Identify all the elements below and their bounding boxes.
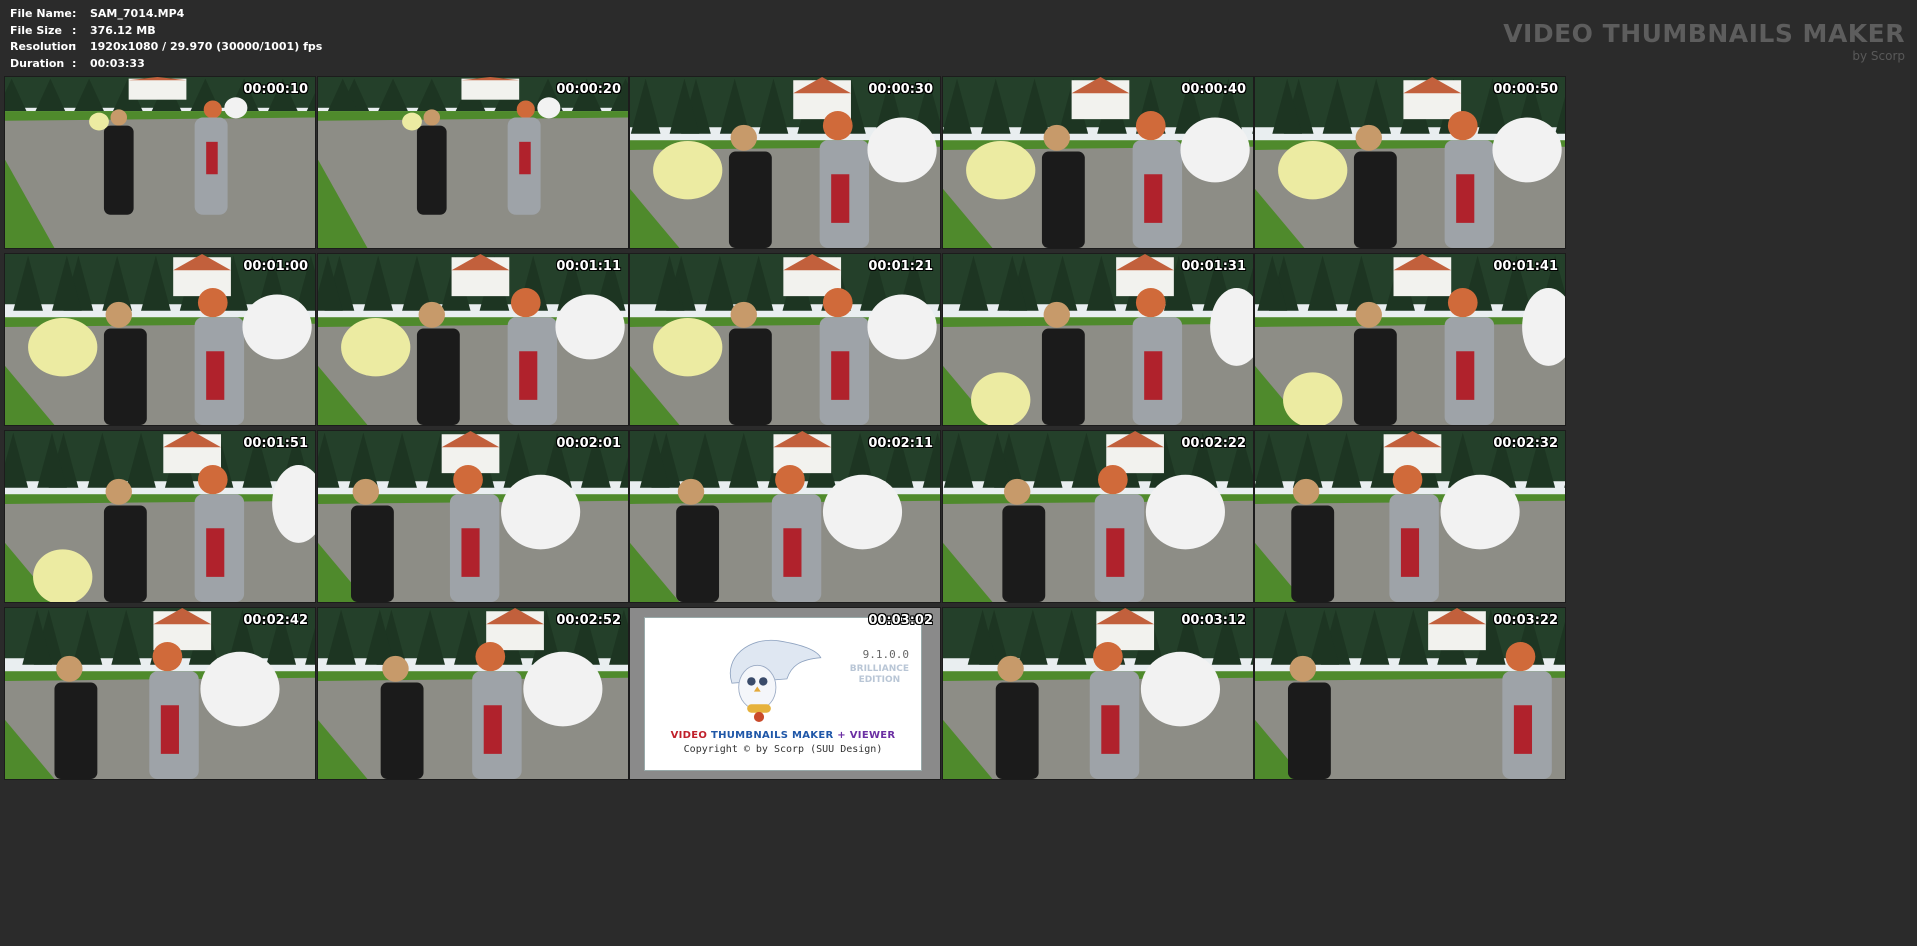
thumbnail-tile[interactable]: 00:02:22 (942, 430, 1254, 603)
thumbnail-image (630, 431, 940, 602)
splash-edition-line2: EDITION (858, 675, 901, 685)
thumbnail-tile[interactable]: 00:00:20 (317, 76, 629, 249)
thumbnail-tile[interactable]: 00:03:22 (1254, 607, 1566, 780)
thumbnail-timestamp: 00:02:11 (868, 436, 933, 451)
splash-title: VIDEO THUMBNAILS MAKER + VIEWER (645, 730, 921, 741)
thumbnail-timestamp: 00:00:10 (243, 82, 308, 97)
info-row-file-name: File Name : SAM_7014.MP4 (10, 6, 322, 23)
thumbnail-timestamp: 00:02:01 (556, 436, 621, 451)
splash-screen: 9.1.0.0 BRILLIANCE EDITION VIDEO THUMBNAILS… (644, 617, 922, 771)
header: File Name : SAM_7014.MP4 File Size : 376… (0, 0, 1917, 76)
splash-title-part2: THUMBNAILS MAKER (710, 730, 834, 741)
owl-logo-icon (729, 639, 822, 723)
thumbnail-timestamp: 00:03:02 (868, 613, 933, 628)
thumbnail-tile[interactable]: 00:02:11 (629, 430, 941, 603)
thumbnail-timestamp: 00:02:32 (1493, 436, 1558, 451)
thumbnail-timestamp: 00:00:50 (1493, 82, 1558, 97)
thumbnail-image (630, 254, 940, 425)
brand-title: VIDEO THUMBNAILS MAKER (1503, 19, 1905, 48)
thumbnail-tile[interactable]: 00:01:51 (4, 430, 316, 603)
info-separator: : (72, 56, 77, 70)
thumbnail-timestamp: 00:01:51 (243, 436, 308, 451)
thumbnail-tile[interactable]: 00:01:11 (317, 253, 629, 426)
thumbnail-timestamp: 00:00:30 (868, 82, 933, 97)
info-value: 00:03:33 (90, 56, 145, 70)
thumbnail-timestamp: 00:00:40 (1181, 82, 1246, 97)
thumbnail-tile[interactable]: 00:03:12 (942, 607, 1254, 780)
thumbnail-tile[interactable]: 00:01:21 (629, 253, 941, 426)
thumbnail-image (630, 77, 940, 248)
thumbnail-image (5, 254, 315, 425)
info-separator: : (72, 40, 77, 53)
thumbnail-timestamp: 00:03:22 (1493, 613, 1558, 628)
thumbnail-image (943, 431, 1253, 602)
thumbnail-image (943, 608, 1253, 779)
thumbnail-image (318, 431, 628, 602)
thumbnail-timestamp: 00:02:42 (243, 613, 308, 628)
thumbnail-image (1255, 431, 1565, 602)
thumbnail-tile[interactable]: 00:02:52 (317, 607, 629, 780)
thumbnail-tile[interactable]: 00:00:50 (1254, 76, 1566, 249)
thumbnail-timestamp: 00:01:41 (1493, 259, 1558, 274)
brand-watermark: VIDEO THUMBNAILS MAKER by Scorp (1503, 19, 1905, 64)
info-value: 1920x1080 / 29.970 (30000/1001) fps (90, 40, 323, 53)
splash-copyright: Copyright © by Scorp (SUU Design) (683, 744, 883, 755)
info-key: File Size (10, 23, 62, 37)
thumbnail-timestamp: 00:01:11 (556, 259, 621, 274)
splash-edition-line1: BRILLIANCE (849, 664, 909, 674)
thumbnail-image (318, 608, 628, 779)
thumbnail-image (943, 254, 1253, 425)
thumbnail-timestamp: 00:01:21 (868, 259, 933, 274)
thumbnail-image (5, 431, 315, 602)
splash-version: 9.1.0.0 (862, 648, 909, 661)
thumbnail-image (318, 77, 628, 248)
thumbnail-tile[interactable]: 00:02:42 (4, 607, 316, 780)
info-row-file-size: File Size : 376.12 MB (10, 23, 322, 40)
info-separator: : (72, 23, 77, 37)
splash-title-part1: VIDEO (670, 730, 708, 741)
thumbnail-tile[interactable]: 9.1.0.0 BRILLIANCE EDITION VIDEO THUMBNAILS… (629, 607, 941, 780)
thumbnail-image (943, 77, 1253, 248)
thumbnail-tile[interactable]: 00:02:01 (317, 430, 629, 603)
thumbnail-image (318, 254, 628, 425)
file-info: File Name : SAM_7014.MP4 File Size : 376… (10, 6, 322, 72)
thumbnail-timestamp: 00:02:22 (1181, 436, 1246, 451)
info-key: File Name (10, 7, 72, 20)
thumbnail-image (1255, 77, 1565, 248)
thumbnail-tile[interactable]: 00:00:30 (629, 76, 941, 249)
thumbnail-tile[interactable]: 00:00:40 (942, 76, 1254, 249)
thumbnail-image (1255, 608, 1565, 779)
thumbnail-image (1255, 254, 1565, 425)
brand-subtitle: by Scorp (1852, 49, 1905, 63)
thumbnail-tile[interactable]: 00:01:41 (1254, 253, 1566, 426)
info-value: 376.12 MB (90, 23, 156, 37)
thumbnail-timestamp: 00:00:20 (556, 82, 621, 97)
thumbnail-timestamp: 00:01:31 (1181, 259, 1246, 274)
splash-title-part3: + VIEWER (837, 730, 896, 741)
splash-edition: BRILLIANCE EDITION (850, 664, 909, 686)
thumbnail-tile[interactable]: 00:01:00 (4, 253, 316, 426)
info-key: Duration (10, 56, 65, 70)
thumbnail-timestamp: 00:03:12 (1181, 613, 1246, 628)
info-row-resolution: Resolution : 1920x1080 / 29.970 (30000/1… (10, 39, 322, 56)
thumbnail-grid: 00:00:10 00:00:20 00:00:30 00:00:40 00:00:50… (4, 76, 1913, 941)
thumbnail-tile[interactable]: 00:01:31 (942, 253, 1254, 426)
thumbnail-tile[interactable]: 00:00:10 (4, 76, 316, 249)
info-separator: : (72, 7, 77, 20)
thumbnail-image (5, 608, 315, 779)
info-value: SAM_7014.MP4 (90, 7, 185, 20)
info-key: Resolution (10, 40, 77, 53)
thumbnail-timestamp: 00:01:00 (243, 259, 308, 274)
thumbnail-image (5, 77, 315, 248)
thumbnail-tile[interactable]: 00:02:32 (1254, 430, 1566, 603)
info-row-duration: Duration : 00:03:33 (10, 56, 322, 73)
thumbnail-timestamp: 00:02:52 (556, 613, 621, 628)
